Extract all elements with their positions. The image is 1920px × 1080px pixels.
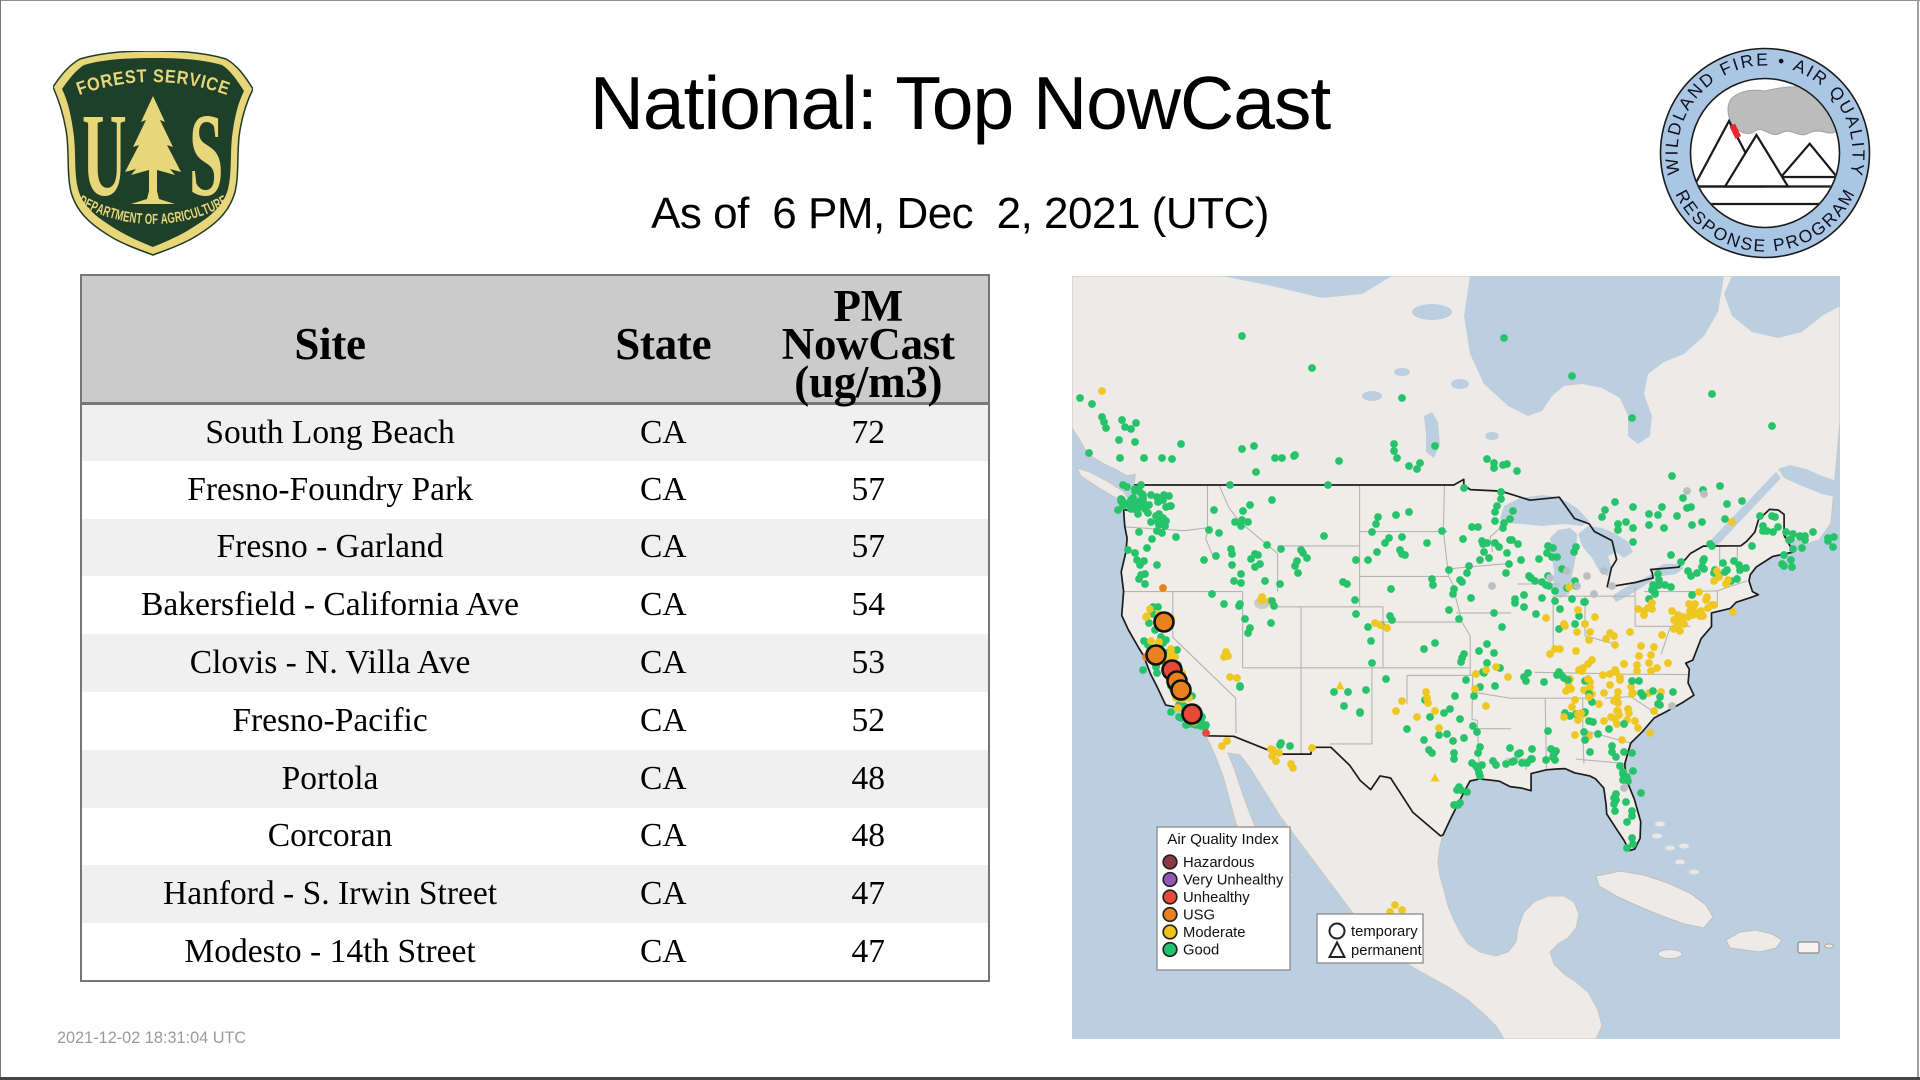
svg-text:V: V [187,68,202,91]
svg-text:P: P [1772,234,1787,256]
svg-text:Very Unhealthy: Very Unhealthy [1183,873,1284,889]
svg-text:Air Quality Index: Air Quality Index [1167,831,1279,848]
svg-text:U: U [82,88,127,221]
svg-text:Hazardous: Hazardous [1183,855,1255,871]
svg-text:R: R [101,203,113,221]
svg-text:L: L [195,202,206,220]
svg-text:USG: USG [1183,908,1215,924]
svg-text:I: I [1662,151,1682,156]
svg-text:I: I [1730,54,1741,75]
svg-text:M: M [114,206,126,224]
svg-text:C: C [182,206,193,224]
svg-text:E: E [1753,235,1766,256]
svg-text:O: O [144,211,152,228]
svg-text:permanent: permanent [1351,943,1422,959]
svg-text:O: O [84,72,102,96]
svg-text:F: F [152,211,158,228]
svg-text:G: G [166,209,175,226]
svg-text:•: • [1776,51,1786,72]
svg-text:L: L [1846,128,1868,142]
svg-text:R: R [173,208,183,226]
svg-text:R: R [98,69,114,92]
svg-text:I: I [180,208,186,225]
svg-text:S: S [189,88,223,221]
svg-text:I: I [199,71,208,93]
svg-text:S: S [1739,233,1754,255]
svg-text:temporary: temporary [1351,924,1418,940]
svg-text:A: A [160,210,168,227]
svg-text:W: W [1661,157,1683,177]
svg-text:L: L [1662,137,1683,149]
svg-text:R: R [1783,230,1801,253]
svg-text:R: R [1739,50,1755,72]
svg-text:S: S [124,66,137,88]
svg-text:R: R [175,66,190,89]
svg-text:T: T [108,205,119,223]
svg-text:E: E [1756,49,1768,69]
svg-text:E: E [164,65,176,87]
svg-text:S: S [153,65,164,86]
svg-text:N: N [128,209,137,226]
svg-text:T: T [200,200,212,218]
svg-text:Good: Good [1183,943,1219,959]
svg-text:D: D [1663,120,1686,137]
svg-text:T: T [1848,149,1868,160]
svg-text:Y: Y [1846,162,1868,177]
svg-text:Unhealthy: Unhealthy [1183,890,1250,906]
svg-text:E: E [111,67,125,90]
svg-text:T: T [136,65,147,87]
svg-text:E: E [122,208,131,225]
svg-text:Moderate: Moderate [1183,925,1246,941]
svg-text:T: T [135,210,143,227]
svg-text:I: I [1848,141,1868,148]
svg-text:U: U [188,204,199,222]
